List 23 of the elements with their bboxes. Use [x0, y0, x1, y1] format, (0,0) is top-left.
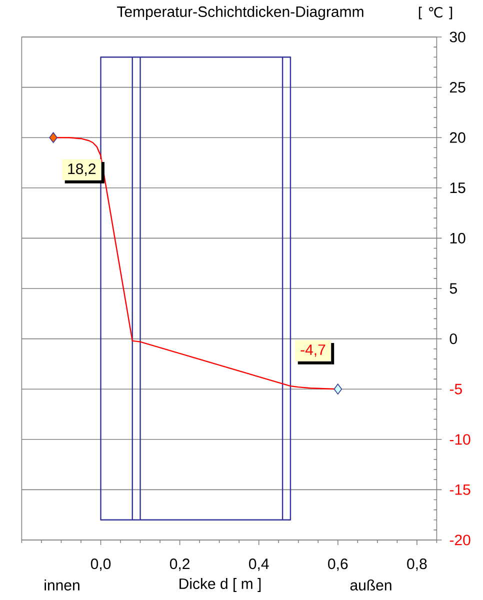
- x-axis-title: Dicke d [ m ]: [180, 578, 261, 592]
- x-tick-label: 0,2: [170, 558, 190, 571]
- annotation: -4,7: [300, 344, 326, 357]
- text: innen: [44, 579, 80, 590]
- annotation: 18,2: [68, 164, 96, 176]
- y-tick-label: -10: [450, 434, 470, 445]
- y-tick-label: 5: [450, 283, 457, 294]
- x-tick-label: 0,6: [328, 558, 348, 571]
- y-tick-label: 15: [450, 182, 466, 194]
- y-tick-label: 20: [450, 132, 466, 143]
- x-tick-label: 0,4: [249, 558, 269, 571]
- y-tick-label: -5: [450, 384, 462, 394]
- y-axis-title: [ ℃ ]: [418, 6, 452, 20]
- y-tick-label: -20: [450, 534, 470, 546]
- x-tick-label: 0,8: [407, 558, 427, 571]
- y-tick-label: 10: [450, 232, 466, 244]
- y-tick-label: 25: [450, 82, 466, 93]
- y-tick-label: -15: [450, 484, 470, 495]
- x-tick-label: 0,0: [90, 558, 111, 571]
- chart-title: Temperatur-Schichtdicken-Diagramm: [117, 6, 364, 20]
- y-tick-label: 0: [450, 333, 457, 344]
- y-tick-label: 30: [450, 32, 466, 42]
- text: außen: [350, 579, 392, 590]
